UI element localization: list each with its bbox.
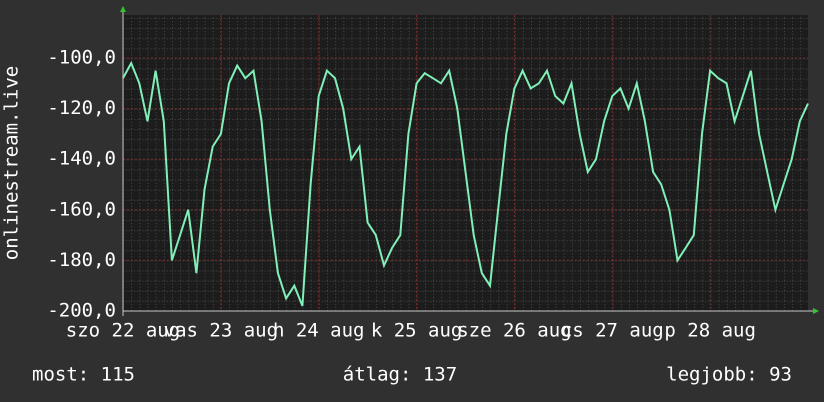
x-tick-label: k 25 aug bbox=[371, 320, 463, 342]
footer-current: most: 115 bbox=[32, 364, 135, 386]
y-tick-label: -120,0 bbox=[47, 97, 116, 119]
y-tick-label: -200,0 bbox=[47, 300, 116, 322]
footer-best: legjobb: 93 bbox=[666, 364, 792, 386]
footer-average: átlag: 137 bbox=[343, 364, 457, 386]
x-tick-label: sze 26 aug bbox=[457, 320, 571, 342]
y-tick-label: -100,0 bbox=[47, 47, 116, 69]
x-tick-label: p 28 aug bbox=[664, 320, 756, 342]
series-line bbox=[122, 60, 809, 307]
minor-grid bbox=[123, 15, 808, 311]
y-tick-label: -140,0 bbox=[47, 148, 116, 170]
y-tick-label: -180,0 bbox=[47, 249, 116, 271]
x-tick-label: vas 23 aug bbox=[164, 320, 278, 342]
axis-arrow bbox=[813, 308, 819, 314]
axis-arrow bbox=[120, 6, 126, 12]
y-axis-label: onlinestream.live bbox=[1, 66, 23, 260]
x-tick-label: cs 27 aug bbox=[561, 320, 664, 342]
x-tick-label: h 24 aug bbox=[273, 320, 365, 342]
x-tick-label: szo 22 aug bbox=[66, 320, 180, 342]
y-tick-label: -160,0 bbox=[47, 198, 116, 220]
